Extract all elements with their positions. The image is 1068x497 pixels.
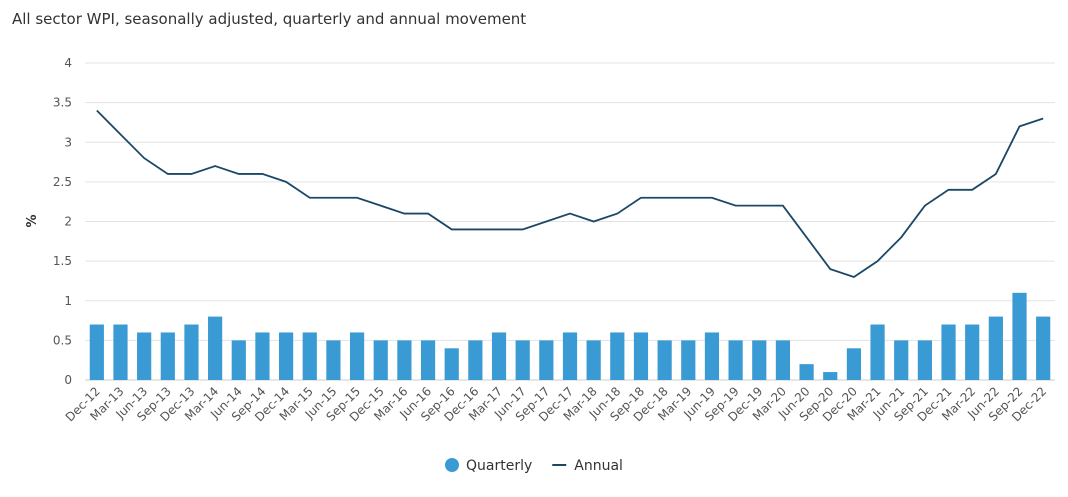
bar	[681, 340, 696, 380]
bar	[113, 324, 128, 380]
bar	[491, 332, 507, 380]
y-axis-label: %	[25, 214, 40, 227]
bar	[846, 348, 861, 380]
bar	[468, 340, 483, 380]
bar	[610, 332, 625, 380]
bar	[279, 332, 294, 380]
bar	[965, 324, 980, 380]
chart-title: All sector WPI, seasonally adjusted, qua…	[12, 10, 526, 28]
bar	[373, 340, 388, 380]
y-tick-label: 4	[64, 56, 72, 70]
y-tick-label: 3.5	[53, 96, 72, 110]
bar	[515, 340, 530, 380]
bar	[728, 340, 743, 380]
bar	[539, 340, 554, 380]
bar	[752, 340, 767, 380]
bar	[633, 332, 649, 380]
bar	[917, 340, 932, 380]
bar	[988, 316, 1003, 380]
bar	[1036, 316, 1051, 380]
bar	[397, 340, 412, 380]
legend-marker	[445, 458, 459, 472]
bar	[326, 340, 341, 380]
bar	[231, 340, 246, 380]
bar	[137, 332, 152, 380]
y-tick-label: 2.5	[53, 175, 72, 189]
bar	[941, 324, 956, 380]
y-tick-label: 0.5	[53, 333, 72, 347]
y-tick-label: 1	[64, 294, 72, 308]
bar	[586, 340, 601, 380]
bar	[562, 332, 578, 380]
line	[96, 109, 1044, 278]
bar	[870, 324, 885, 380]
bar	[208, 316, 223, 380]
legend-label: Annual	[574, 458, 623, 474]
bar	[89, 324, 104, 380]
y-tick-label: 3	[64, 135, 72, 149]
bar	[420, 340, 436, 380]
bar	[1012, 292, 1027, 380]
bar	[302, 332, 317, 380]
y-tick-label: 2	[64, 215, 72, 229]
y-tick-label: 1.5	[53, 254, 72, 268]
bar	[444, 348, 459, 380]
bar	[657, 340, 672, 380]
bar	[184, 324, 199, 380]
bar	[255, 332, 270, 380]
bar	[823, 372, 838, 380]
y-tick-label: 0	[64, 373, 72, 387]
bar	[775, 340, 791, 380]
legend-label: Quarterly	[466, 458, 532, 474]
bar	[799, 364, 814, 380]
bar	[349, 332, 365, 380]
bar	[160, 332, 175, 380]
bar	[894, 340, 909, 380]
bar	[704, 332, 720, 380]
